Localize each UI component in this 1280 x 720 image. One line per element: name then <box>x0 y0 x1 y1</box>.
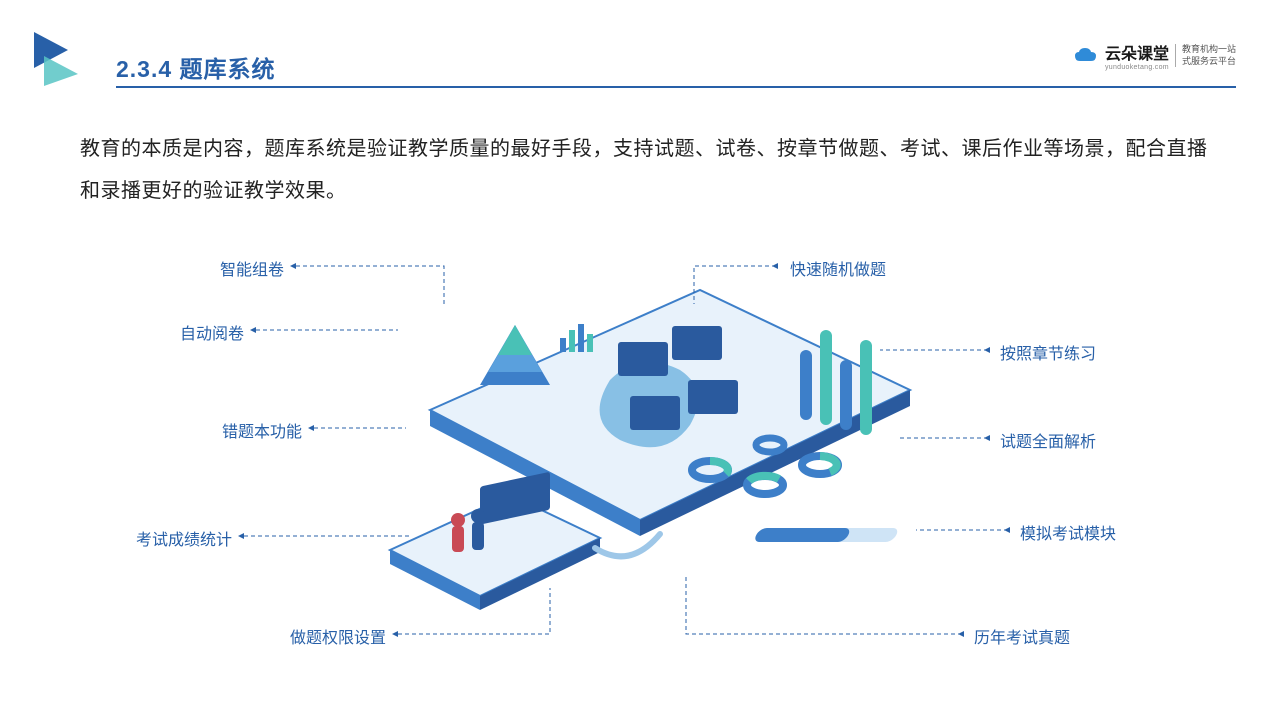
section-title: 2.3.4 题库系统 <box>116 50 276 84</box>
feature-label-left-4: 做题权限设置 <box>290 624 386 648</box>
logo-tagline: 教育机构一站 式服务云平台 <box>1175 44 1236 67</box>
feature-label-right-2: 试题全面解析 <box>1000 428 1096 452</box>
logo-domain: yunduoketang.com <box>1105 64 1169 71</box>
logo-text-block: 云朵课堂 yunduoketang.com <box>1105 40 1169 71</box>
feature-label-left-0: 智能组卷 <box>220 256 284 280</box>
feature-label-left-2: 错题本功能 <box>222 418 302 442</box>
feature-label-left-3: 考试成绩统计 <box>136 526 232 550</box>
header-arrow-icon <box>34 32 98 86</box>
tagline-l1: 教育机构一站 <box>1182 44 1236 56</box>
slide-header: 2.3.4 题库系统 云朵课堂 yunduoketang.com 教育机构一站 … <box>0 32 1280 102</box>
brand-logo: 云朵课堂 yunduoketang.com 教育机构一站 式服务云平台 <box>1073 40 1236 71</box>
feature-label-right-1: 按照章节练习 <box>1000 340 1096 364</box>
section-number: 2.3.4 <box>116 56 172 82</box>
header-underline <box>116 86 1236 88</box>
tagline-l2: 式服务云平台 <box>1182 56 1236 68</box>
cloud-icon <box>1073 47 1099 65</box>
logo-brand: 云朵课堂 <box>1105 40 1169 64</box>
description-paragraph: 教育的本质是内容，题库系统是验证教学质量的最好手段，支持试题、试卷、按章节做题、… <box>80 128 1220 212</box>
feature-diagram: 智能组卷自动阅卷错题本功能考试成绩统计做题权限设置 快速随机做题按照章节练习试题全… <box>0 220 1280 680</box>
feature-label-right-3: 模拟考试模块 <box>1020 520 1116 544</box>
section-name: 题库系统 <box>180 56 276 82</box>
feature-label-right-4: 历年考试真题 <box>974 624 1070 648</box>
feature-label-left-1: 自动阅卷 <box>180 320 244 344</box>
feature-label-right-0: 快速随机做题 <box>790 256 886 280</box>
